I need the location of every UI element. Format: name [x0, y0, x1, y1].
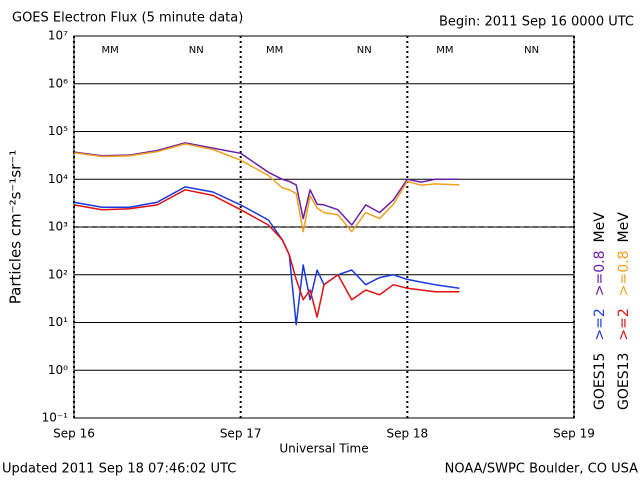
- legend-entry: GOES15 >=2 >=0.8 MeV: [592, 212, 608, 410]
- y-tick-label: 10⁷: [48, 29, 68, 43]
- series-line: [73, 186, 460, 326]
- chart-subtitle: Begin: 2011 Sep 16 0000 UTC: [439, 15, 634, 30]
- marker-label: MM: [101, 45, 118, 56]
- y-tick-label: 10³: [48, 220, 68, 234]
- legend-entry: GOES13 >=2 >=0.8 MeV: [616, 212, 632, 410]
- legend-series: >=2: [616, 308, 632, 340]
- series-line: [73, 189, 460, 318]
- plot-frame: [73, 35, 575, 419]
- series-line: [73, 143, 460, 233]
- legend-series: >=0.8: [616, 250, 632, 296]
- y-tick-label: 10⁶: [48, 76, 68, 90]
- legend-unit: MeV: [616, 212, 632, 243]
- x-axis-label: Universal Time: [279, 442, 368, 456]
- footer-updated: Updated 2011 Sep 18 07:46:02 UTC: [2, 462, 236, 477]
- footer-credit: NOAA/SWPC Boulder, CO USA: [445, 462, 638, 477]
- marker-label: MM: [436, 45, 453, 56]
- legend-satellite: GOES15: [592, 353, 608, 410]
- marker-label: NN: [189, 45, 204, 56]
- x-tick-label: Sep 17: [220, 427, 262, 441]
- y-tick-label: 10¹: [48, 315, 68, 329]
- legend-unit: MeV: [592, 212, 608, 243]
- legend-series: >=0.8: [592, 250, 608, 296]
- y-tick-label: 10⁴: [48, 172, 68, 186]
- y-tick-label: 10²: [48, 267, 68, 281]
- y-tick-label: 10⁰: [48, 363, 68, 377]
- legend-series: >=2: [592, 308, 608, 340]
- marker-label: MM: [266, 45, 283, 56]
- y-axis-label: Particles cm⁻²s⁻¹sr⁻¹: [7, 150, 25, 304]
- chart-title: GOES Electron Flux (5 minute data): [12, 11, 243, 26]
- x-tick-label: Sep 18: [386, 427, 428, 441]
- x-tick-label: Sep 16: [53, 427, 95, 441]
- legend-satellite: GOES13: [616, 353, 632, 410]
- series-line: [73, 142, 460, 226]
- marker-label: NN: [524, 45, 539, 56]
- marker-label: NN: [357, 45, 372, 56]
- y-tick-label: 10⁻¹: [42, 411, 69, 425]
- x-tick-label: Sep 19: [553, 427, 595, 441]
- y-tick-label: 10⁵: [48, 124, 68, 138]
